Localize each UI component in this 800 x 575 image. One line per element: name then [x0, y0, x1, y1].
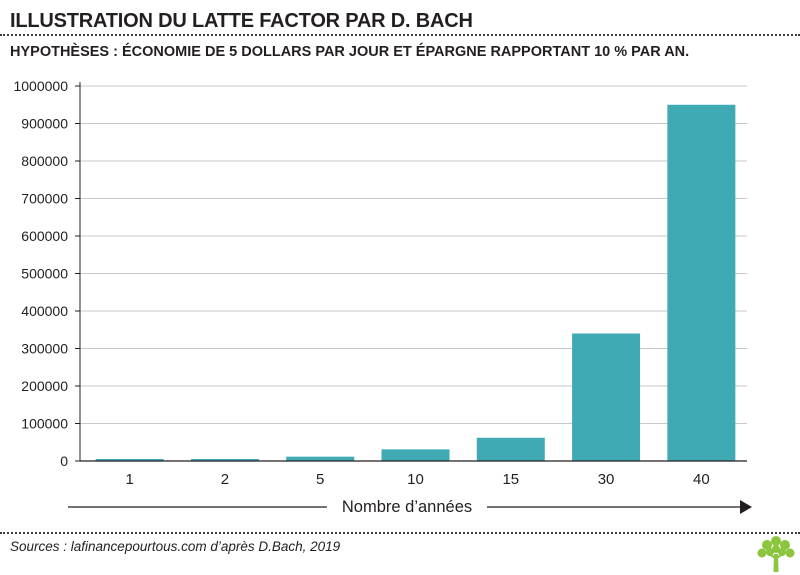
bar-5 — [286, 456, 355, 461]
y-tick-label: 300000 — [21, 341, 68, 357]
y-tick-label: 0 — [60, 453, 68, 469]
y-tick-label: 700000 — [21, 191, 68, 207]
bar-15 — [476, 437, 545, 461]
x-tick-label: 40 — [693, 471, 710, 488]
y-tick-labels: 0 100000 200000 300000 400000 500000 600000 700… — [13, 78, 68, 469]
tree-logo-icon — [757, 536, 795, 572]
bars — [95, 104, 736, 461]
y-tick-label: 500000 — [21, 266, 68, 282]
y-tick-label: 900000 — [21, 116, 68, 132]
x-tick-labels: 1 2 5 10 15 30 40 — [125, 471, 709, 488]
axes — [75, 82, 747, 462]
y-tick-label: 400000 — [21, 303, 68, 319]
bar-chart: 0 100000 200000 300000 400000 500000 600000 700… — [13, 78, 752, 516]
y-tick-label: 200000 — [21, 378, 68, 394]
x-tick-label: 2 — [221, 471, 229, 488]
x-tick-label: 10 — [407, 471, 424, 488]
page-title: ILLUSTRATION DU LATTE FACTOR PAR D. BACH — [10, 10, 473, 32]
y-tick-label: 800000 — [21, 153, 68, 169]
x-tick-label: 5 — [316, 471, 324, 488]
x-axis-arrowhead — [740, 500, 752, 514]
footer-divider — [0, 532, 800, 534]
x-axis-title: Nombre d’années — [342, 498, 472, 516]
x-tick-label: 15 — [502, 471, 519, 488]
x-tick-label: 30 — [598, 471, 615, 488]
chart-subtitle: HYPOTHÈSES : ÉCONOMIE DE 5 DOLLARS PAR J… — [10, 44, 690, 60]
x-tick-label: 1 — [125, 471, 133, 488]
y-tick-label: 100000 — [21, 416, 68, 432]
bar-40 — [667, 104, 736, 461]
bar-30 — [572, 333, 641, 461]
y-tick-label: 600000 — [21, 228, 68, 244]
bar-10 — [381, 449, 450, 461]
x-axis-title-group: Nombre d’années — [68, 498, 752, 516]
bar-2 — [190, 459, 259, 461]
y-tick-label: 1000000 — [13, 78, 68, 94]
grid-lines — [80, 85, 747, 424]
source-note: Sources : lafinancepourtous.com d’après … — [10, 539, 341, 554]
header-divider — [0, 34, 800, 36]
bar-1 — [95, 459, 164, 461]
